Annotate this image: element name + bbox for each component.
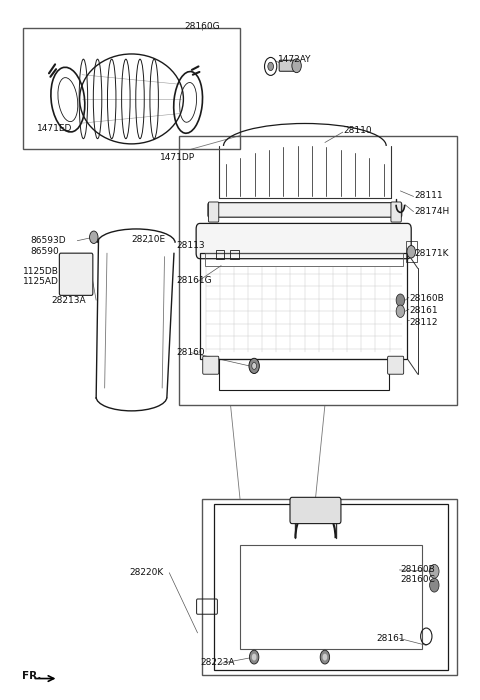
Text: FR.: FR. <box>22 671 41 682</box>
Text: 28220K: 28220K <box>129 568 163 578</box>
Circle shape <box>430 564 439 578</box>
Text: 28111: 28111 <box>415 190 443 199</box>
Bar <box>23 29 240 149</box>
Circle shape <box>396 294 405 307</box>
Circle shape <box>396 305 405 318</box>
Text: 28112: 28112 <box>410 318 438 327</box>
Text: 1472AY: 1472AY <box>278 55 311 64</box>
Text: 1125AD: 1125AD <box>23 277 59 286</box>
Circle shape <box>252 654 256 661</box>
Text: 28171K: 28171K <box>415 248 449 258</box>
FancyBboxPatch shape <box>388 356 404 374</box>
Text: 86593D: 86593D <box>30 236 66 245</box>
Text: 28160C: 28160C <box>400 575 435 584</box>
Bar <box>202 498 457 675</box>
Text: 28161G: 28161G <box>176 276 212 286</box>
Circle shape <box>90 231 98 244</box>
FancyBboxPatch shape <box>208 203 402 217</box>
Circle shape <box>292 59 301 73</box>
Circle shape <box>250 650 259 664</box>
Bar <box>179 136 457 405</box>
FancyBboxPatch shape <box>203 356 219 374</box>
Circle shape <box>252 363 256 370</box>
Text: 28160B: 28160B <box>400 565 435 574</box>
Text: 1471ED: 1471ED <box>37 124 72 133</box>
Text: 1471DP: 1471DP <box>160 153 195 162</box>
Circle shape <box>268 62 274 71</box>
Circle shape <box>323 654 327 661</box>
FancyBboxPatch shape <box>391 202 401 222</box>
Text: 28161: 28161 <box>410 306 438 315</box>
Text: 28223A: 28223A <box>200 658 234 667</box>
FancyBboxPatch shape <box>290 497 341 524</box>
Text: 28113: 28113 <box>176 241 205 250</box>
FancyBboxPatch shape <box>196 223 411 259</box>
Bar <box>214 503 447 669</box>
Bar <box>204 253 403 265</box>
Bar <box>240 545 421 649</box>
Bar <box>219 359 389 390</box>
Circle shape <box>320 650 330 664</box>
Bar <box>200 253 408 359</box>
FancyBboxPatch shape <box>279 60 295 71</box>
Text: 28213A: 28213A <box>51 295 86 304</box>
Circle shape <box>407 246 416 258</box>
Text: 86590: 86590 <box>30 246 59 256</box>
Text: 28110: 28110 <box>344 125 372 134</box>
Text: 28160: 28160 <box>176 348 205 356</box>
FancyBboxPatch shape <box>208 202 219 222</box>
Text: 28160B: 28160B <box>410 294 444 303</box>
Text: 28160G: 28160G <box>184 22 220 32</box>
Circle shape <box>249 358 259 374</box>
Text: 1125DB: 1125DB <box>23 267 59 276</box>
Circle shape <box>430 578 439 592</box>
Text: 28174H: 28174H <box>415 207 450 216</box>
Text: 28161: 28161 <box>377 634 406 643</box>
FancyBboxPatch shape <box>60 253 93 295</box>
Text: 28210E: 28210E <box>132 234 166 244</box>
